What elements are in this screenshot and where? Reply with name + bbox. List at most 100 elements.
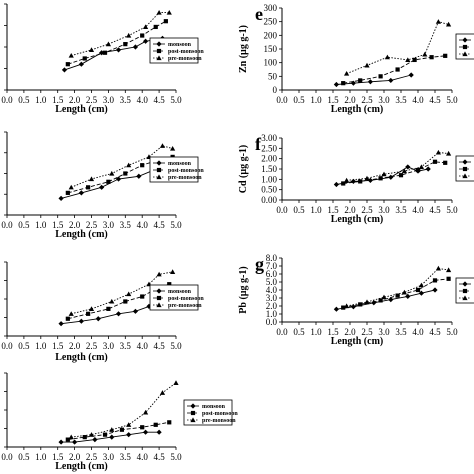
data-point (388, 77, 394, 84)
x-tick-label: 3.0 (378, 205, 390, 215)
legend-marker (156, 41, 162, 47)
data-point (68, 184, 74, 190)
data-point (344, 177, 350, 183)
x-tick-label: 0.5 (18, 220, 30, 230)
data-point (123, 42, 128, 47)
legend-entry: post-monsoon (168, 168, 204, 174)
data-point (126, 291, 132, 297)
data-point (341, 81, 346, 86)
data-point (140, 294, 145, 299)
data-point (364, 299, 370, 305)
x-tick-label: 0.0 (276, 327, 288, 337)
x-axis-label: Length (cm) (55, 352, 108, 363)
x-tick-label: 5.0 (446, 205, 458, 215)
data-point (333, 306, 339, 312)
chart-panel-e: 0.0 0.5 1.0 1.5 2.0 2.5 3.0 3.5 4.0 4.5 5.0 0 50 100 1… (238, 3, 474, 115)
x-tick-label: 2.0 (344, 205, 356, 215)
data-point (381, 171, 387, 177)
data-point (443, 53, 448, 58)
legend-entry: monsoon (168, 42, 192, 48)
data-point (432, 159, 438, 164)
x-tick-label: 1.5 (52, 341, 64, 351)
data-point (378, 298, 383, 303)
data-point (367, 177, 373, 183)
series-line-2 (346, 152, 449, 181)
data-point (446, 21, 452, 27)
x-tick-label: 4.5 (429, 205, 441, 215)
panel-letter: g (255, 254, 264, 274)
data-point (364, 62, 370, 68)
data-point (350, 80, 356, 86)
x-axis-label: Length (cm) (55, 104, 108, 115)
data-point (126, 162, 132, 168)
data-point (388, 174, 394, 180)
x-tick-label: 0.0 (1, 95, 13, 105)
y-tick-label: 0 (273, 85, 278, 95)
data-point (422, 51, 428, 57)
data-point (167, 420, 172, 425)
y-tick-label: 200 (264, 30, 278, 40)
data-point (166, 10, 172, 15)
legend (455, 33, 474, 60)
legend-marker (156, 48, 162, 54)
y-tick-label: 3.0 (266, 293, 278, 303)
x-tick-label: 3.5 (120, 341, 132, 351)
data-point (153, 422, 158, 427)
x-tick-label: 1.5 (327, 327, 339, 337)
x-tick-label: 3.0 (103, 220, 115, 230)
data-point (123, 299, 128, 304)
data-point (364, 175, 370, 181)
legend-marker (156, 167, 162, 173)
x-tick-label: 4.5 (429, 95, 441, 105)
y-tick-label: 0.50 (261, 185, 277, 195)
x-tick-label: 5.0 (170, 452, 182, 462)
data-point (446, 276, 451, 281)
chart-panel-a: 0.0 0.5 1.0 1.5 2.0 2.5 3.0 3.5 4.0 4.5 5.0 Length … (1, 3, 204, 115)
data-point (61, 67, 68, 73)
x-tick-label: 4.5 (153, 95, 165, 105)
x-tick-label: 1.0 (310, 327, 322, 337)
x-tick-label: 0.5 (18, 341, 30, 351)
data-point (384, 54, 390, 60)
x-tick-label: 4.0 (412, 205, 424, 215)
x-tick-label: 0.5 (293, 205, 305, 215)
y-tick-label: 1.0 (266, 309, 278, 319)
y-tick-label: 300 (264, 3, 278, 13)
data-point (418, 282, 424, 288)
x-tick-label: 2.0 (344, 95, 356, 105)
x-tick-label: 3.5 (120, 452, 132, 462)
data-point (95, 316, 101, 322)
data-point (435, 149, 441, 155)
data-point (119, 427, 125, 432)
x-axis-label: Length (cm) (55, 229, 108, 240)
legend-marker (462, 159, 468, 165)
x-tick-label: 3.5 (395, 327, 407, 337)
data-point (358, 179, 363, 184)
legend-entry: post-monsoon (168, 49, 204, 55)
series-line-0 (336, 74, 412, 85)
x-tick-label: 2.5 (86, 220, 98, 230)
series-line-0 (64, 37, 163, 71)
data-point (435, 265, 441, 271)
data-point (358, 302, 363, 307)
x-tick-label: 4.0 (412, 327, 424, 337)
data-point (86, 185, 91, 190)
legend-marker (156, 295, 162, 301)
data-point (140, 163, 145, 168)
x-tick-label: 2.5 (86, 95, 98, 105)
x-tick-label: 1.5 (327, 95, 339, 105)
data-point (170, 146, 176, 151)
x-tick-label: 0.0 (1, 341, 13, 351)
data-point (344, 71, 350, 76)
data-point (68, 53, 74, 58)
x-tick-label: 1.0 (35, 220, 47, 230)
x-tick-label: 0.0 (276, 95, 288, 105)
data-point (109, 427, 115, 432)
data-point (146, 303, 152, 309)
data-point (405, 164, 411, 170)
y-tick-label: 8.0 (266, 253, 278, 263)
y-tick-label: 100 (264, 58, 278, 68)
data-point (115, 47, 122, 53)
legend-marker (156, 55, 162, 61)
